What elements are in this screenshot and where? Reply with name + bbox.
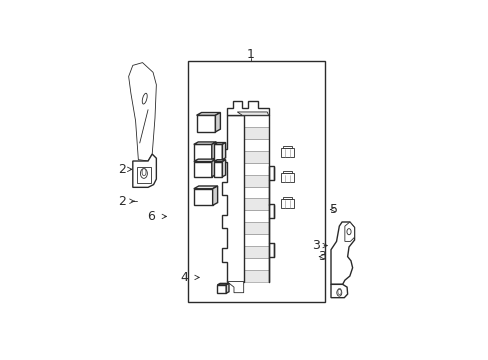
Bar [242, 258, 268, 270]
Polygon shape [222, 160, 225, 177]
Polygon shape [222, 143, 225, 159]
Ellipse shape [142, 93, 147, 104]
Bar [281, 199, 293, 208]
Bar [196, 115, 215, 132]
Bar [268, 166, 273, 180]
Bar [242, 246, 268, 258]
Bar [242, 186, 268, 198]
Polygon shape [193, 186, 217, 189]
Polygon shape [211, 142, 216, 159]
Polygon shape [212, 186, 217, 205]
Bar [242, 270, 268, 282]
Bar [193, 144, 211, 159]
Text: 6: 6 [147, 210, 155, 223]
Bar [193, 189, 212, 205]
Ellipse shape [346, 229, 350, 235]
Bar [242, 234, 268, 246]
Polygon shape [330, 284, 347, 298]
Bar [242, 163, 268, 175]
Bar [242, 222, 268, 234]
Polygon shape [217, 283, 228, 285]
Polygon shape [214, 143, 225, 144]
Bar [268, 204, 273, 219]
Bar [242, 151, 268, 163]
Ellipse shape [336, 289, 341, 296]
Polygon shape [226, 282, 243, 293]
Bar [242, 139, 268, 151]
Polygon shape [193, 159, 216, 162]
Bar [242, 175, 268, 186]
Polygon shape [214, 160, 225, 162]
Bar [217, 285, 226, 293]
Text: 0: 0 [141, 168, 147, 179]
Bar [242, 198, 268, 210]
Text: 4: 4 [180, 271, 188, 284]
Bar [281, 174, 293, 183]
Polygon shape [283, 146, 291, 148]
Polygon shape [283, 197, 291, 199]
Bar [214, 144, 222, 159]
Bar [281, 148, 293, 157]
Polygon shape [237, 112, 268, 115]
Polygon shape [211, 159, 216, 177]
Polygon shape [133, 154, 156, 187]
Bar [214, 162, 222, 177]
Polygon shape [226, 102, 268, 115]
Ellipse shape [140, 168, 147, 178]
Bar [242, 210, 268, 222]
Text: 3: 3 [311, 239, 319, 252]
Bar [188, 61, 325, 302]
Polygon shape [193, 142, 216, 144]
Polygon shape [344, 222, 354, 242]
Bar [242, 115, 268, 127]
Text: 1: 1 [246, 48, 254, 61]
Text: 5: 5 [329, 203, 337, 216]
Polygon shape [330, 222, 354, 284]
Text: 2: 2 [118, 163, 125, 176]
Polygon shape [283, 171, 291, 174]
Polygon shape [128, 63, 156, 161]
Bar [268, 243, 273, 257]
Bar [193, 162, 211, 177]
Polygon shape [226, 283, 228, 293]
Bar [242, 127, 268, 139]
Polygon shape [196, 113, 220, 115]
Polygon shape [222, 115, 243, 282]
Text: 3: 3 [318, 250, 325, 263]
Text: 2: 2 [118, 195, 125, 208]
Bar [137, 167, 150, 183]
Text: 0: 0 [336, 288, 341, 297]
Polygon shape [215, 113, 220, 132]
